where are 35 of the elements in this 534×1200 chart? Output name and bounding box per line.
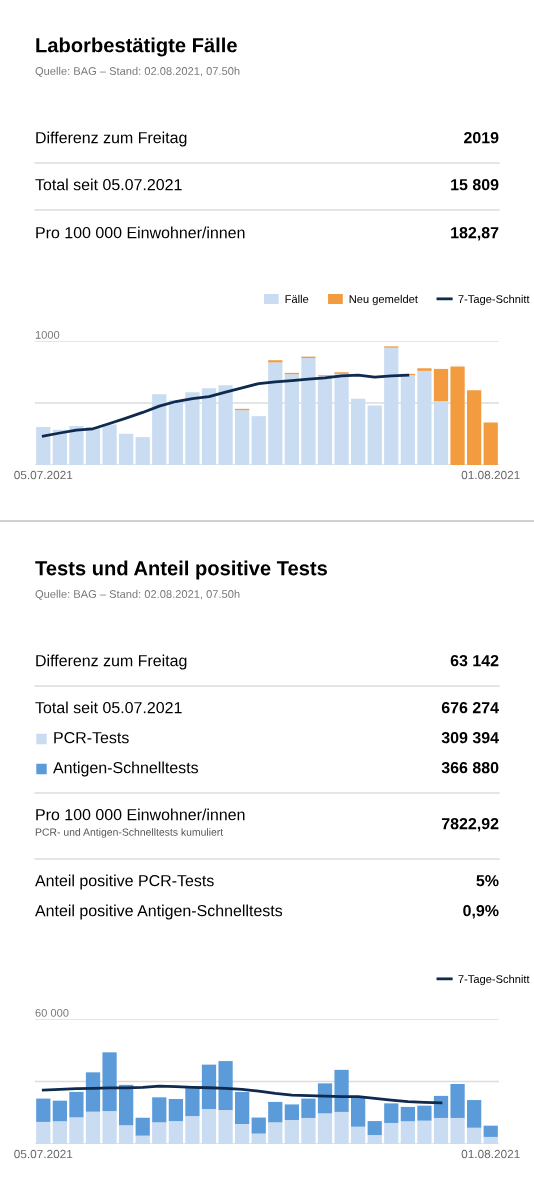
text: 5% [476, 875, 499, 887]
text: 63 142 [450, 654, 499, 667]
text: 2019 [464, 131, 499, 144]
text: 15 809 [451, 178, 499, 191]
chart-title: Tests und Anteil positive Tests [35, 560, 327, 580]
legend-label: PCR-Tests [54, 731, 129, 744]
x-tick-label: 01.08.2021 [461, 470, 520, 480]
text: Pro 100 000 Einwohner/innen [36, 226, 245, 239]
legend-label: Fälle [285, 294, 309, 304]
text: 676 274 [441, 701, 499, 714]
x-tick-label: 05.07.2021 [14, 470, 73, 480]
text: Total seit 05.07.2021 [35, 701, 182, 714]
text: 309 394 [441, 731, 499, 744]
text: 182,87 [451, 226, 499, 241]
text: 7822,92 [441, 817, 499, 832]
text: PCR- und Antigen-Schnelltests kumuliert [35, 828, 224, 838]
x-tick-label: 05.07.2021 [14, 1149, 73, 1159]
chart-subtitle: Quelle: BAG – Stand: 02.08.2021, 07.50h [35, 589, 240, 600]
y-tick-label: 60 000 [35, 1008, 69, 1017]
y-tick-label: 1000 [35, 330, 60, 339]
legend-label: 7-Tage-Schnitt [458, 974, 530, 986]
text: Differenz zum Freitag [36, 654, 187, 670]
legend-label: 7-Tage-Schnitt [458, 294, 530, 306]
text: 366 880 [441, 761, 499, 774]
text: Total seit 05.07.2021 [35, 178, 182, 191]
text: Anteil positive Antigen-Schnelltests [35, 904, 283, 920]
x-tick-label: 01.08.2021 [461, 1149, 520, 1159]
text: Pro 100 000 Einwohner/innen [36, 808, 245, 821]
text: 0,9% [463, 904, 499, 919]
legend-label: Antigen-Schnelltests [53, 761, 199, 777]
chart-title: Laborbestätigte Fälle [36, 37, 237, 57]
text: Differenz zum Freitag [36, 131, 187, 147]
legend-label: Neu gemeldet [349, 294, 418, 306]
text: Anteil positive PCR-Tests [35, 874, 214, 890]
chart-subtitle: Quelle: BAG – Stand: 02.08.2021, 07.50h [35, 66, 240, 77]
